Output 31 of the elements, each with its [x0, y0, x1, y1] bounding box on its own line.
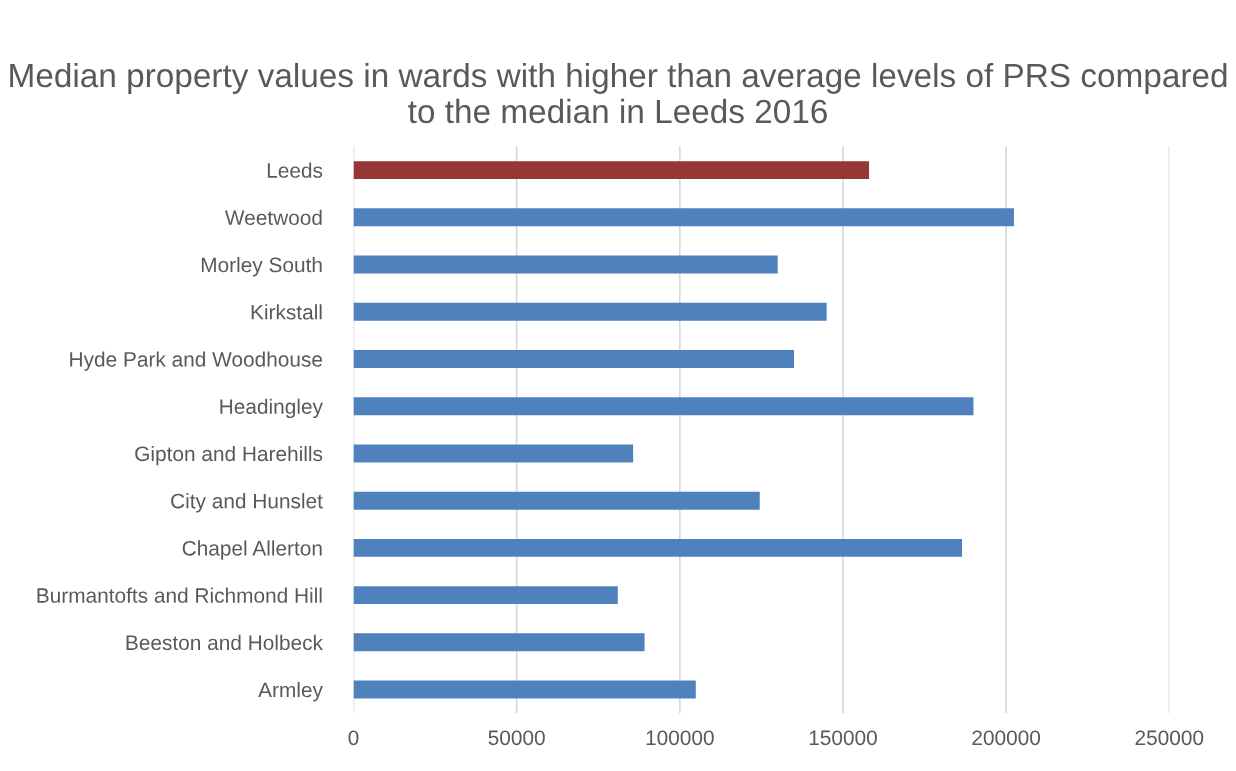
bar	[353, 302, 827, 321]
y-tick-label: Morley South	[201, 257, 322, 277]
bar	[353, 397, 974, 416]
bar	[353, 161, 870, 180]
x-tick-label: 250000	[1135, 730, 1204, 746]
chart-title: Median property values in wards with higher than average levels of PRS compared to the median in Leeds 2016	[10, 62, 1227, 124]
y-tick-label: Hyde Park and Woodhouse	[70, 351, 323, 371]
x-tick-label: 150000	[809, 730, 877, 746]
x-tick-label: 100000	[646, 730, 714, 746]
y-tick-label: Leeds	[267, 162, 323, 178]
y-tick-label: Burmantofts and Richmond Hill	[37, 587, 322, 603]
bar	[353, 444, 634, 463]
y-tick-label: Weetwood	[224, 209, 322, 226]
bar	[353, 538, 963, 557]
y-tick-label: Beeston and Holbeck	[126, 634, 323, 651]
bar	[353, 633, 645, 652]
x-tick-label: 50000	[488, 730, 545, 746]
y-tick-label: Armley	[258, 682, 323, 702]
x-tick-label: 0	[348, 730, 359, 746]
bar	[353, 680, 696, 699]
y-tick-label: City and Hunslet	[171, 493, 323, 513]
bar	[353, 491, 760, 510]
bar	[353, 255, 778, 274]
y-tick-label: Gipton and Harehills	[135, 445, 323, 466]
y-tick-label: Chapel Allerton	[182, 540, 322, 560]
y-tick-label: Kirkstall	[251, 304, 322, 320]
x-tick-label: 200000	[972, 730, 1041, 746]
bar	[353, 350, 795, 368]
y-tick-label: Headingley	[220, 398, 323, 419]
bar	[353, 586, 618, 605]
bar	[353, 208, 1014, 227]
